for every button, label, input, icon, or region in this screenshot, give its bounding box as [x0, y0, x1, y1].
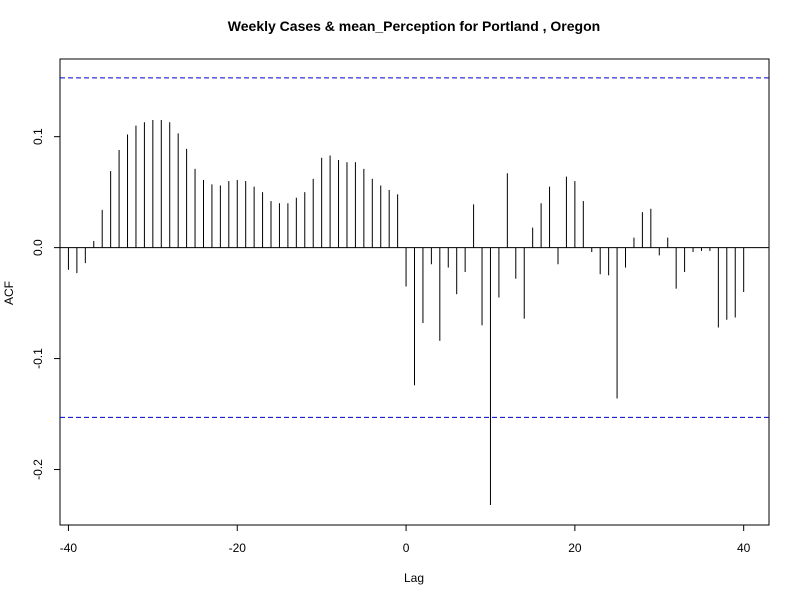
x-tick-label: 20	[568, 541, 582, 555]
chart-title: Weekly Cases & mean_Perception for Portl…	[228, 18, 600, 34]
y-tick-label: 0.0	[31, 239, 45, 256]
x-tick-label: 40	[737, 541, 751, 555]
x-axis-label: Lag	[404, 571, 424, 585]
x-tick-label: -40	[60, 541, 78, 555]
x-tick-label: 0	[403, 541, 410, 555]
plot-area: -40 -20 0 20 40 -0.2 -0.1 0.0 0.1	[31, 58, 770, 555]
y-axis-label: ACF	[2, 281, 16, 305]
y-tick-label: -0.2	[31, 459, 45, 480]
x-tick-label: -20	[229, 541, 247, 555]
y-tick-label: -0.1	[31, 348, 45, 369]
plot-frame	[59, 58, 770, 526]
y-tick-label: 0.1	[31, 128, 45, 145]
